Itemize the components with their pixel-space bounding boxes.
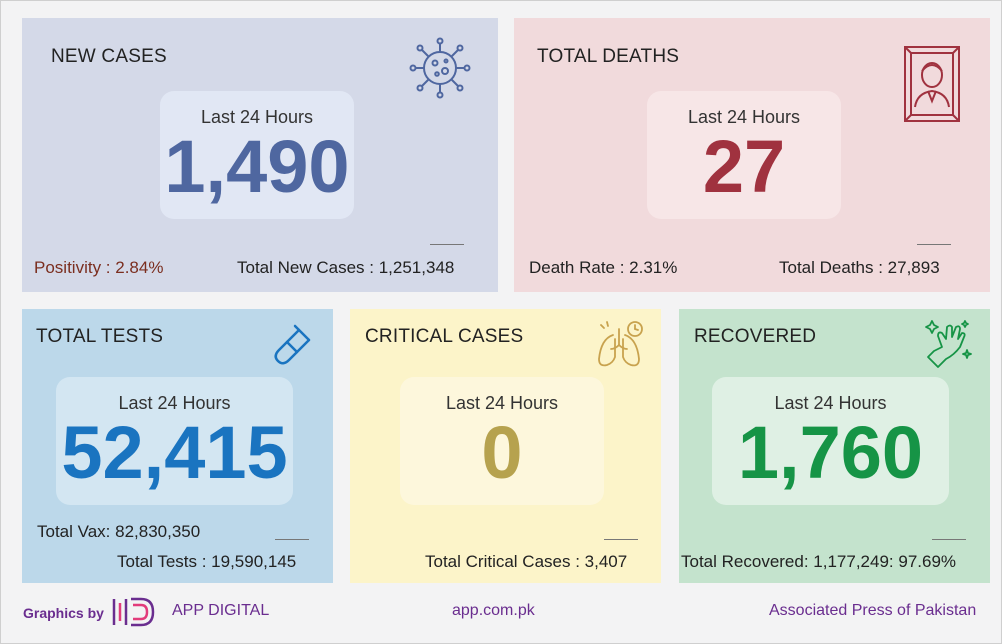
- tests-value: 52,415: [61, 411, 288, 494]
- tests-panel: Last 24 Hours 52,415: [56, 377, 293, 505]
- recovered-period: Last 24 Hours: [774, 393, 887, 413]
- divider: [932, 539, 966, 540]
- divider: [430, 244, 464, 245]
- deaths-value: 27: [702, 125, 786, 208]
- brand-name: APP DIGITAL: [172, 602, 270, 619]
- divider: [917, 244, 951, 245]
- app-digital-logo-icon: [112, 597, 155, 627]
- recovered-panel: Last 24 Hours 1,760: [712, 377, 949, 505]
- footer: Graphics by APP DIGITAL app.com.pk Assoc…: [1, 597, 1001, 627]
- virus-icon: [409, 37, 471, 99]
- portrait-frame-icon: [904, 46, 960, 122]
- total-vax-stat: Total Vax: 82,830,350: [37, 522, 201, 541]
- clean-hand-icon: [925, 320, 972, 368]
- test-tube-icon: [274, 324, 311, 365]
- deaths-period: Last 24 Hours: [687, 107, 801, 127]
- critical-period: Last 24 Hours: [445, 393, 559, 413]
- total-new-cases-stat: Total New Cases : 1,251,348: [237, 258, 455, 277]
- lungs-icon: [598, 321, 643, 367]
- new-cases-panel: Last 24 Hours 1,490: [160, 91, 354, 219]
- deaths-panel: Last 24 Hours 27: [647, 91, 841, 219]
- site-link[interactable]: app.com.pk: [452, 602, 535, 619]
- death-rate-stat: Death Rate : 2.31%: [529, 258, 678, 277]
- divider: [604, 539, 638, 540]
- organization-name: Associated Press of Pakistan: [769, 602, 977, 619]
- total-tests-card: TOTAL TESTS Last 24 Hours 52,415 Total V…: [22, 309, 333, 583]
- recovered-card: RECOVERED Last 24 Hours 1,760 Total Reco…: [679, 309, 990, 583]
- graphics-by-label: Graphics by: [23, 605, 104, 621]
- total-deaths-stat: Total Deaths : 27,893: [779, 258, 940, 277]
- tests-period: Last 24 Hours: [118, 393, 231, 413]
- divider: [275, 539, 309, 540]
- new-cases-period: Last 24 Hours: [200, 107, 314, 127]
- critical-cases-card: CRITICAL CASES Last 24 Hours 0 Total Cri…: [350, 309, 661, 583]
- total-critical-cases-stat: Total Critical Cases : 3,407: [425, 552, 628, 571]
- total-deaths-title: TOTAL DEATHS: [537, 46, 680, 67]
- total-recovered-stat: Total Recovered: 1,177,249: 97.69%: [681, 552, 957, 571]
- new-cases-title: NEW CASES: [51, 46, 167, 67]
- recovered-value: 1,760: [737, 411, 924, 494]
- total-tests-title: TOTAL TESTS: [36, 326, 164, 347]
- new-cases-card: NEW CASES Last 24 Hours 1,490 Positivity…: [22, 18, 498, 292]
- critical-cases-title: CRITICAL CASES: [365, 326, 524, 347]
- critical-panel: Last 24 Hours 0: [400, 377, 604, 505]
- total-deaths-card: TOTAL DEATHS Last 24 Hours 27 Death Rate…: [514, 18, 990, 292]
- critical-value: 0: [481, 411, 523, 494]
- positivity-stat: Positivity : 2.84%: [34, 258, 164, 277]
- recovered-title: RECOVERED: [694, 326, 817, 347]
- total-tests-stat: Total Tests : 19,590,145: [117, 552, 297, 571]
- new-cases-value: 1,490: [164, 125, 350, 208]
